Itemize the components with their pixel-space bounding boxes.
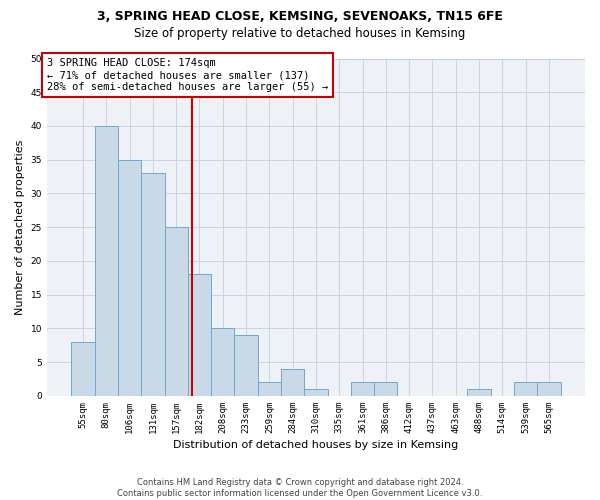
Bar <box>164 227 188 396</box>
Bar <box>141 173 164 396</box>
Bar <box>537 382 560 396</box>
Bar <box>95 126 118 396</box>
Bar <box>467 389 491 396</box>
Bar <box>304 389 328 396</box>
X-axis label: Distribution of detached houses by size in Kemsing: Distribution of detached houses by size … <box>173 440 458 450</box>
Bar <box>258 382 281 396</box>
Bar <box>118 160 141 396</box>
Text: Size of property relative to detached houses in Kemsing: Size of property relative to detached ho… <box>134 28 466 40</box>
Y-axis label: Number of detached properties: Number of detached properties <box>15 140 25 315</box>
Text: Contains HM Land Registry data © Crown copyright and database right 2024.
Contai: Contains HM Land Registry data © Crown c… <box>118 478 482 498</box>
Bar <box>514 382 537 396</box>
Bar <box>281 369 304 396</box>
Bar <box>71 342 95 396</box>
Text: 3 SPRING HEAD CLOSE: 174sqm
← 71% of detached houses are smaller (137)
28% of se: 3 SPRING HEAD CLOSE: 174sqm ← 71% of det… <box>47 58 328 92</box>
Bar <box>351 382 374 396</box>
Text: 3, SPRING HEAD CLOSE, KEMSING, SEVENOAKS, TN15 6FE: 3, SPRING HEAD CLOSE, KEMSING, SEVENOAKS… <box>97 10 503 23</box>
Bar <box>188 274 211 396</box>
Bar <box>235 335 258 396</box>
Bar <box>211 328 235 396</box>
Bar <box>374 382 397 396</box>
